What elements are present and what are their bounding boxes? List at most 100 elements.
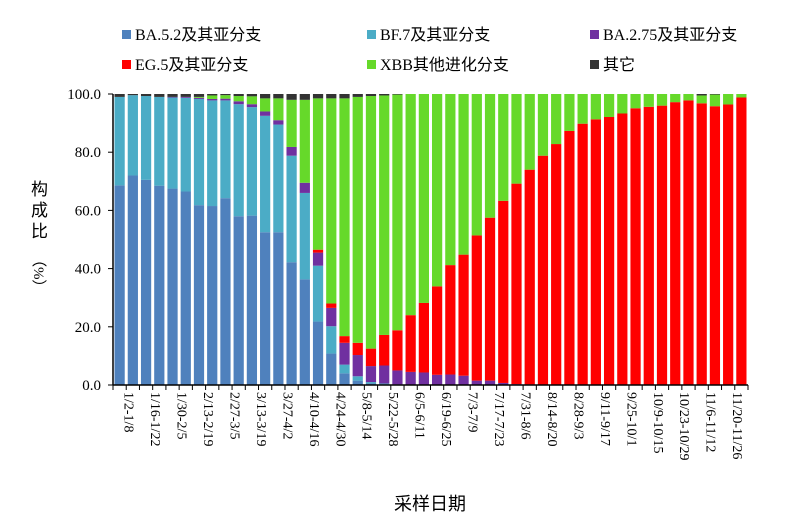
legend-label: EG.5及其亚分支 (135, 56, 248, 74)
bar-segment-series-3 (656, 105, 668, 385)
bar-segment-series-5 (312, 94, 324, 99)
bar-segment-series-3 (458, 254, 469, 376)
bar-segment-series-4 (193, 96, 205, 98)
x-tick-label: 1/30-2/5 (174, 392, 189, 439)
bar-segment-series-2 (484, 380, 496, 385)
x-tick-label: 7/17-7/23 (491, 392, 506, 446)
legend-item: 其它 (590, 56, 635, 74)
bar-segment-series-5 (299, 94, 310, 100)
bar-segment-series-2 (445, 374, 456, 385)
x-tick-label: 7/31-8/6 (517, 392, 532, 439)
x-tick-label: 6/5-6/11 (412, 392, 427, 439)
legend-swatch (122, 60, 131, 69)
x-tick-label: 5/8-5/14 (359, 392, 374, 439)
bar-segment-series-0 (286, 262, 297, 385)
x-tick-label: 3/27-4/2 (279, 392, 294, 439)
bar-3/6-3/12 (233, 94, 244, 385)
bar-segment-series-2 (352, 355, 363, 377)
bar-segment-series-5 (246, 94, 258, 97)
bar-9/18-9/24 (603, 94, 615, 385)
legend-label: BA.5.2及其亚分支 (135, 26, 261, 44)
bar-segment-series-4 (656, 94, 668, 106)
bar-segment-series-3 (498, 200, 509, 383)
bar-segment-series-5 (696, 94, 707, 96)
bar-segment-series-3 (471, 235, 482, 381)
bar-segment-series-3 (564, 130, 575, 385)
legend-item: XBB其他进化分支 (367, 56, 509, 74)
legend-item: EG.5及其亚分支 (122, 56, 248, 74)
bar-7/31-8/6 (511, 94, 522, 385)
bar-segment-series-0 (312, 321, 324, 385)
legend-swatch (590, 60, 599, 69)
bar-2/13-2/19 (193, 94, 205, 385)
bar-segment-series-1 (167, 97, 178, 189)
bar-segment-series-5 (180, 94, 191, 97)
bar-segment-series-2 (418, 372, 429, 385)
bar-segment-series-4 (537, 94, 549, 156)
bar-segment-series-5 (167, 94, 178, 97)
bar-segment-series-5 (154, 94, 165, 97)
bar-segment-series-4 (339, 98, 350, 337)
bar-3/13-3/19 (246, 94, 258, 385)
x-tick-label: 7/3-7/9 (465, 392, 480, 432)
legend-swatch (367, 60, 376, 69)
bar-segment-series-3 (312, 249, 324, 253)
bar-segment-series-4 (670, 94, 681, 103)
bar-segment-series-4 (260, 98, 271, 112)
y-tick-label: 100.0 (67, 87, 101, 103)
bar-segment-series-3 (723, 104, 734, 385)
bar-segment-series-1 (127, 95, 138, 176)
bar-segment-series-4 (643, 94, 654, 107)
bar-11/6-11/12 (696, 94, 707, 385)
bar-segment-series-3 (365, 348, 377, 367)
bar-6/26-7/2 (445, 94, 456, 385)
bar-segment-series-4 (736, 94, 747, 98)
bar-4/3-4/9 (286, 94, 297, 385)
bar-segment-series-2 (392, 370, 403, 385)
bar-segment-series-5 (140, 94, 152, 97)
bar-segment-series-5 (365, 94, 377, 97)
axes: 0.0 20.0 40.0 60.0 80.0 100.0 1/2-1/8 1/16-1/22… (67, 87, 749, 460)
bar-segment-series-3 (709, 106, 721, 386)
bar-segment-series-2 (339, 342, 350, 365)
bar-segment-series-1 (233, 104, 244, 217)
y-tick-label: 20.0 (75, 320, 101, 336)
bar-segment-series-3 (352, 342, 363, 356)
bar-segment-series-4 (220, 95, 231, 99)
bar-segment-series-2 (432, 374, 443, 385)
bars (114, 94, 747, 386)
bar-segment-series-1 (140, 96, 152, 180)
bar-segment-series-5 (709, 94, 721, 95)
x-tick-label: 11/6-11/12 (703, 392, 718, 452)
bar-segment-series-4 (471, 94, 482, 236)
bar-segment-series-5 (260, 94, 271, 99)
bar-segment-series-1 (246, 107, 258, 216)
bar-segment-series-2 (193, 97, 205, 99)
bar-segment-series-2 (365, 366, 377, 383)
legend-label: XBB其他进化分支 (380, 56, 509, 74)
bar-segment-series-3 (379, 334, 390, 366)
x-tick-label: 8/14-8/20 (544, 392, 559, 446)
bar-segment-series-1 (193, 98, 205, 206)
x-tick-label: 5/22-5/28 (385, 392, 400, 446)
bar-4/10-4/16 (299, 94, 310, 385)
x-tick-label: 8/28-9/3 (570, 392, 585, 439)
bar-segment-series-5 (273, 94, 284, 99)
bar-segment-series-0 (167, 188, 178, 385)
bar-10/2-10/8 (630, 94, 641, 385)
bar-segment-series-4 (312, 98, 324, 250)
bar-segment-series-5 (207, 94, 218, 96)
bar-segment-series-0 (273, 232, 284, 385)
bar-segment-series-3 (630, 108, 641, 385)
bar-segment-series-3 (484, 217, 496, 381)
bar-segment-series-2 (233, 101, 244, 105)
bar-3/27-4/2 (273, 94, 284, 385)
bar-segment-series-1 (352, 376, 363, 381)
bar-11/13-11/19 (709, 94, 721, 386)
legend-swatch (122, 30, 131, 39)
bar-8/7-8/13 (524, 94, 535, 385)
bar-segment-series-3 (405, 315, 416, 372)
y-axis-unit: （%） (30, 252, 46, 295)
x-tick-label: 2/13-2/19 (200, 392, 215, 446)
